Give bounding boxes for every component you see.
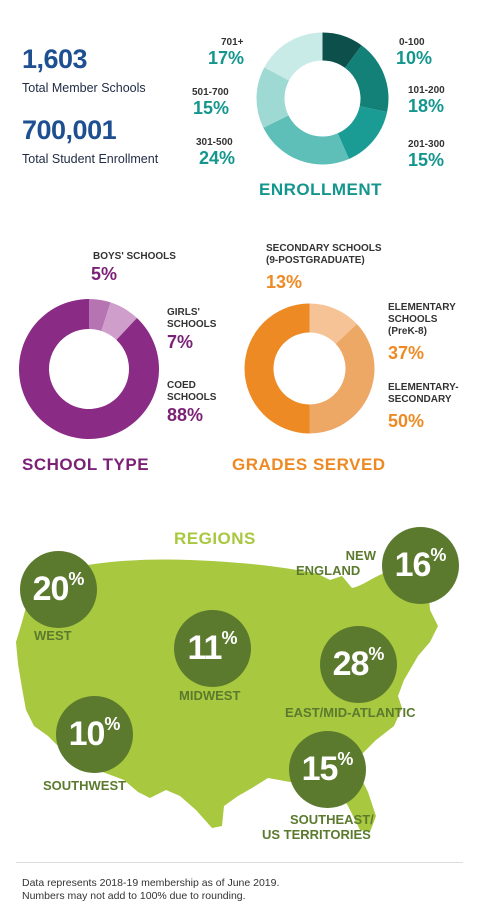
southeast-pct-sign: % bbox=[337, 749, 354, 769]
school-type-slice-2 bbox=[19, 299, 160, 439]
midwest-label: MIDWEST bbox=[179, 688, 241, 703]
footer-divider bbox=[16, 862, 463, 863]
enrollment-slice-3 bbox=[263, 115, 349, 165]
elementary-schools-pct: 37% bbox=[388, 343, 425, 363]
enroll-pct-301: 24% bbox=[199, 148, 236, 168]
elementary-secondary-label-2: SECONDARY bbox=[388, 394, 452, 405]
grades-served-title: GRADES SERVED bbox=[232, 455, 386, 474]
grades-served-slice-0 bbox=[309, 303, 357, 344]
secondary-schools-label-2: (9-POSTGRADUATE) bbox=[266, 255, 365, 266]
school-type-title: SCHOOL TYPE bbox=[22, 455, 150, 474]
southeast-label-2: US TERRITORIES bbox=[262, 827, 371, 842]
grades-served-donut bbox=[244, 303, 375, 434]
footer-line-1: Data represents 2018-19 membership as of… bbox=[22, 877, 280, 889]
enroll-pct-501: 15% bbox=[193, 98, 230, 118]
secondary-schools-label-1: SECONDARY SCHOOLS bbox=[266, 243, 382, 254]
enroll-label-701: 701+ bbox=[221, 37, 244, 48]
elementary-secondary-pct: 50% bbox=[388, 411, 425, 431]
east-mid-atlantic-pct-sign: % bbox=[368, 644, 385, 664]
regions-title: REGIONS bbox=[174, 529, 256, 548]
school-type-slice-1 bbox=[101, 302, 137, 340]
enroll-label-501: 501-700 bbox=[192, 87, 229, 98]
coed-schools-pct: 88% bbox=[167, 405, 204, 425]
southwest-bubble: 10% bbox=[56, 696, 133, 773]
total-schools-value: 1,603 bbox=[22, 44, 88, 74]
east-mid-atlantic-value: 28 bbox=[332, 645, 370, 683]
west-bubble: 20% bbox=[20, 551, 97, 628]
southeast-bubble: 15% bbox=[289, 731, 366, 808]
southwest-label: SOUTHWEST bbox=[43, 778, 127, 793]
east-mid-atlantic-bubble: 28% bbox=[320, 626, 397, 703]
school-type-donut bbox=[19, 299, 160, 439]
elementary-schools-label-2: SCHOOLS bbox=[388, 314, 438, 325]
southwest-value: 10 bbox=[68, 715, 106, 753]
enrollment-slice-0 bbox=[322, 32, 362, 68]
elementary-schools-label-1: ELEMENTARY bbox=[388, 302, 456, 313]
southeast-label-1: SOUTHEAST/ bbox=[290, 812, 374, 827]
total-enrollment-value: 700,001 bbox=[22, 115, 117, 145]
west-label: WEST bbox=[34, 628, 72, 643]
grades-served-slice-1 bbox=[309, 324, 375, 434]
enroll-label-101: 101-200 bbox=[408, 85, 445, 96]
total-enrollment-label: Total Student Enrollment bbox=[22, 152, 159, 166]
boys-schools-pct: 5% bbox=[91, 264, 118, 284]
west-pct-sign: % bbox=[68, 569, 85, 589]
elementary-schools-label-3: (PreK-8) bbox=[388, 326, 427, 337]
enrollment-slice-4 bbox=[256, 67, 290, 128]
school-type-slice-0 bbox=[89, 299, 111, 331]
coed-schools-label-1: COED bbox=[167, 380, 196, 391]
girls-schools-label-2: SCHOOLS bbox=[167, 319, 217, 330]
enroll-label-0: 0-100 bbox=[399, 37, 425, 48]
new-england-label-2: ENGLAND bbox=[296, 563, 361, 578]
total-schools-label: Total Member Schools bbox=[22, 81, 146, 95]
midwest-bubble: 11% bbox=[174, 610, 251, 687]
enroll-label-201: 201-300 bbox=[408, 139, 445, 150]
enroll-pct-101: 18% bbox=[408, 96, 445, 116]
enrollment-slice-5 bbox=[264, 32, 323, 81]
enrollment-donut bbox=[256, 32, 389, 165]
southeast-value: 15 bbox=[301, 750, 339, 788]
new-england-value: 16 bbox=[394, 546, 432, 584]
new-england-label-1: NEW bbox=[345, 548, 376, 563]
footer-line-2: Numbers may not add to 100% due to round… bbox=[22, 890, 246, 902]
enroll-pct-0: 10% bbox=[396, 48, 433, 68]
enroll-label-301: 301-500 bbox=[196, 137, 233, 148]
enrollment-slice-2 bbox=[337, 106, 388, 159]
enroll-pct-201: 15% bbox=[408, 150, 445, 170]
new-england-bubble: 16% bbox=[382, 527, 459, 604]
girls-schools-label-1: GIRLS' bbox=[167, 307, 200, 318]
new-england-pct-sign: % bbox=[430, 545, 447, 565]
midwest-pct-sign: % bbox=[221, 628, 238, 648]
southwest-pct-sign: % bbox=[104, 714, 121, 734]
east-mid-atlantic-label: EAST/MID-ATLANTIC bbox=[285, 705, 416, 720]
west-value: 20 bbox=[32, 570, 70, 608]
grades-served-slice-2 bbox=[244, 303, 310, 434]
enrollment-title: ENROLLMENT bbox=[259, 180, 383, 199]
enrollment-slice-1 bbox=[345, 45, 389, 113]
enroll-pct-701: 17% bbox=[208, 48, 245, 68]
midwest-value: 11 bbox=[187, 629, 223, 667]
boys-schools-label: BOYS' SCHOOLS bbox=[93, 251, 176, 262]
elementary-secondary-label-1: ELEMENTARY- bbox=[388, 382, 459, 393]
secondary-schools-pct: 13% bbox=[266, 272, 303, 292]
girls-schools-pct: 7% bbox=[167, 332, 194, 352]
coed-schools-label-2: SCHOOLS bbox=[167, 392, 217, 403]
